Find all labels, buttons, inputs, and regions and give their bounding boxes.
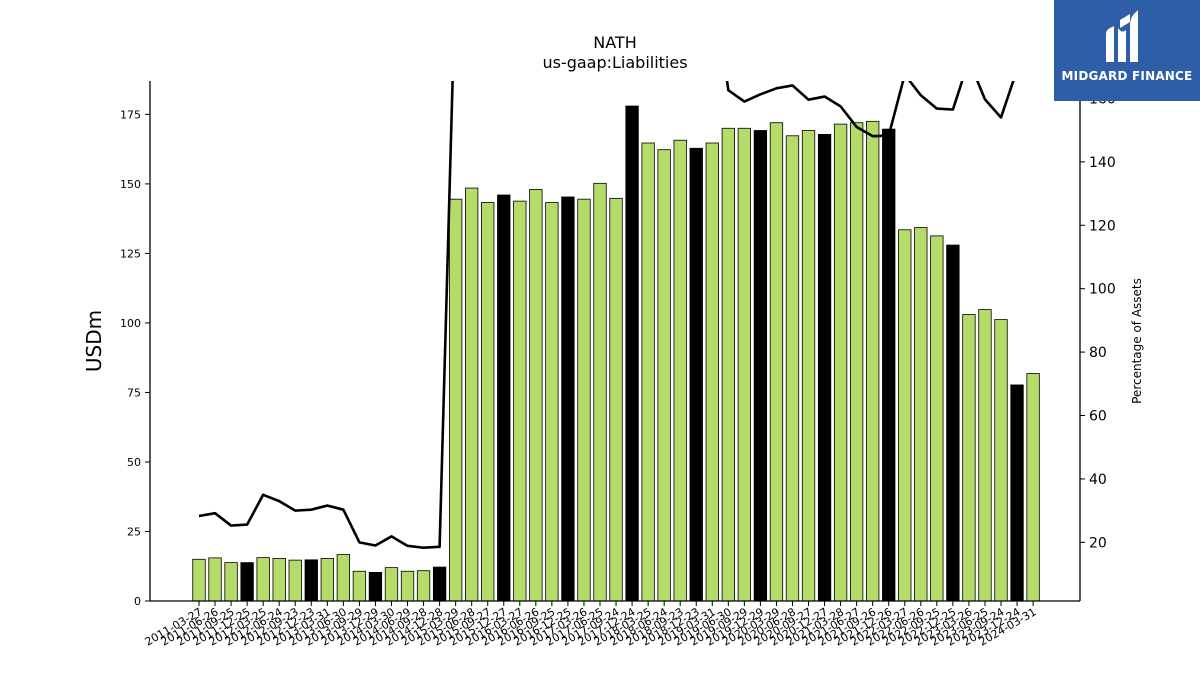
bar-2023-12-24 bbox=[1010, 384, 1024, 602]
bar-2018-09-23 bbox=[673, 139, 687, 602]
bar-2023-06-25 bbox=[978, 309, 992, 602]
bar-2012-03-25 bbox=[256, 557, 270, 602]
bar-2021-12-26 bbox=[882, 128, 896, 602]
y-tick-label: 0 bbox=[134, 595, 141, 608]
y2-tick-label: 100 bbox=[1089, 282, 1116, 298]
bar-2016-03-27 bbox=[513, 200, 527, 602]
y-tick-label: 50 bbox=[127, 456, 141, 469]
bar-2013-12-29 bbox=[368, 571, 383, 602]
y-tick-label: 25 bbox=[127, 525, 141, 538]
y2-axis-label: Percentage of Assets bbox=[1130, 278, 1144, 404]
bar-2017-03-26 bbox=[577, 198, 591, 602]
bar-2012-06-24 bbox=[272, 558, 286, 602]
bars-layer bbox=[192, 105, 1040, 602]
bar-2023-09-24 bbox=[994, 319, 1008, 602]
bar-2016-12-25 bbox=[561, 196, 575, 602]
bar-2018-03-25 bbox=[641, 142, 655, 602]
bar-2023-03-26 bbox=[962, 314, 976, 602]
y-tick-label: 150 bbox=[120, 178, 141, 191]
bar-2021-06-27 bbox=[849, 122, 864, 602]
percentage-of-assets-line bbox=[198, 81, 1015, 550]
bar-2011-03-27 bbox=[192, 558, 206, 602]
y2-tick-label: 20 bbox=[1089, 535, 1107, 551]
bar-2019-06-30 bbox=[721, 127, 735, 602]
bar-2017-09-24 bbox=[609, 197, 623, 602]
bar-2021-03-28 bbox=[833, 123, 848, 602]
bar-2020-12-27 bbox=[817, 133, 832, 602]
y-tick-label: 100 bbox=[120, 317, 141, 330]
bar-2020-03-29 bbox=[769, 122, 784, 602]
y2-tick-label: 120 bbox=[1089, 218, 1116, 234]
axes-layer: 0255075100125150175204060801001201401602… bbox=[120, 81, 1116, 649]
bar-2017-12-24 bbox=[625, 105, 639, 602]
bar-2011-09-25 bbox=[224, 562, 238, 602]
y2-tick-label: 80 bbox=[1089, 345, 1107, 361]
bar-2014-09-28 bbox=[416, 570, 431, 602]
bar-2013-09-29 bbox=[352, 570, 367, 602]
bar-2022-09-25 bbox=[930, 235, 944, 602]
bar-2019-03-31 bbox=[705, 142, 719, 602]
chart-subtitle: us-gaap:Liabilities bbox=[542, 53, 687, 72]
midgard-finance-logo: MIDGARD FINANCE bbox=[1054, 0, 1200, 101]
bar-2012-09-23 bbox=[288, 559, 302, 602]
bar-2021-09-26 bbox=[866, 120, 880, 602]
bar-2015-03-29 bbox=[448, 198, 463, 602]
bar-2013-03-31 bbox=[320, 558, 334, 602]
bar-2022-03-27 bbox=[898, 229, 912, 602]
chart-title: NATH bbox=[593, 33, 636, 52]
y2-tick-label: 60 bbox=[1089, 409, 1107, 425]
y-axis-label: USDm bbox=[82, 310, 106, 372]
bar-2011-06-26 bbox=[208, 557, 222, 602]
bar-2016-06-26 bbox=[529, 189, 543, 602]
bar-2016-09-25 bbox=[545, 202, 559, 602]
bar-2015-09-27 bbox=[481, 202, 495, 602]
bar-2022-12-25 bbox=[946, 244, 960, 602]
bar-2019-12-29 bbox=[753, 130, 768, 602]
bar-2014-06-29 bbox=[400, 570, 415, 602]
y2-tick-label: 40 bbox=[1089, 472, 1107, 488]
bar-2015-12-27 bbox=[497, 194, 511, 602]
bar-2014-12-28 bbox=[432, 566, 447, 602]
logo-text: MIDGARD FINANCE bbox=[1061, 69, 1193, 83]
bar-2019-09-29 bbox=[737, 127, 752, 602]
bar-2014-03-30 bbox=[384, 567, 399, 602]
bar-2018-06-24 bbox=[657, 149, 671, 602]
y-tick-label: 75 bbox=[127, 386, 141, 399]
bar-2020-09-27 bbox=[801, 130, 816, 602]
bar-2017-06-25 bbox=[593, 182, 607, 602]
bar-2011-12-25 bbox=[240, 562, 254, 602]
bar-2020-06-28 bbox=[785, 135, 800, 602]
y-tick-label: 175 bbox=[120, 108, 141, 121]
logo-mark-icon bbox=[1106, 10, 1138, 62]
y2-tick-label: 140 bbox=[1089, 155, 1116, 171]
bar-2015-06-28 bbox=[465, 187, 479, 602]
line-layer bbox=[198, 81, 1015, 550]
bar-2013-06-30 bbox=[336, 554, 351, 602]
bar-2012-12-23 bbox=[304, 559, 318, 602]
y-tick-label: 125 bbox=[120, 247, 141, 260]
bar-2018-12-23 bbox=[689, 147, 703, 602]
bar-2022-06-26 bbox=[914, 227, 928, 602]
bar-2024-03-31 bbox=[1026, 373, 1040, 602]
